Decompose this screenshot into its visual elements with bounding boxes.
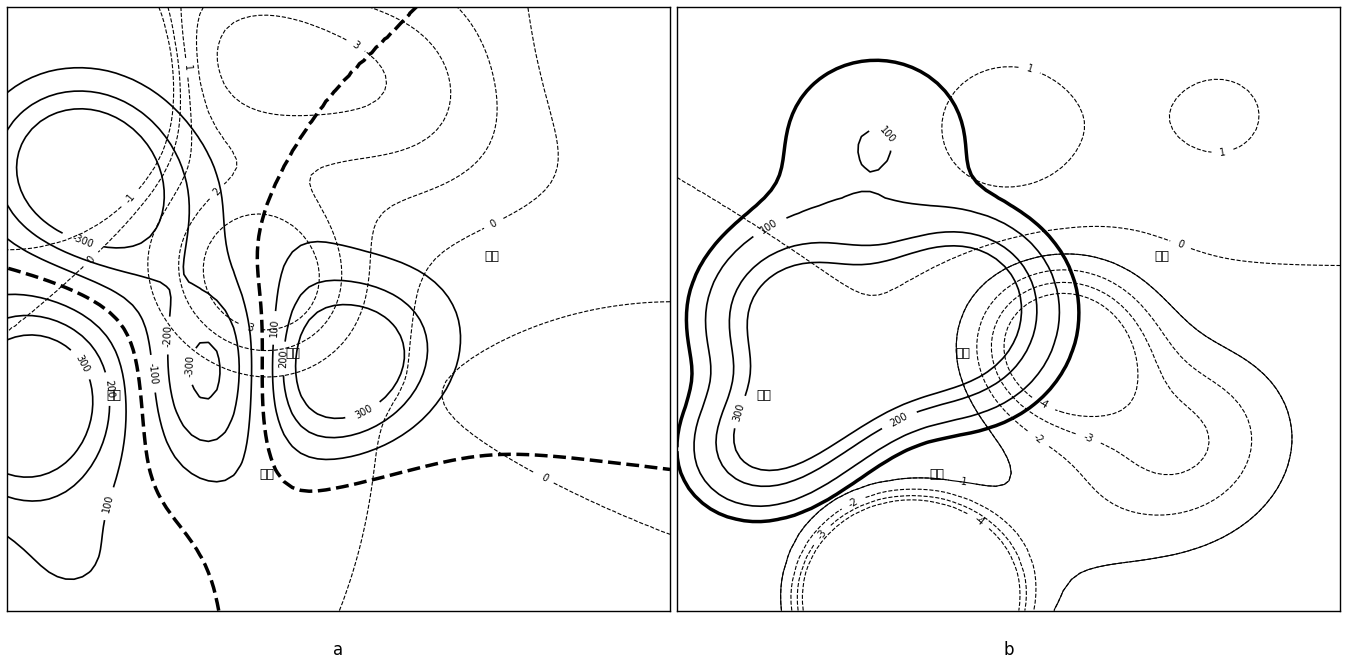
- Text: -300: -300: [185, 355, 195, 377]
- Text: -200: -200: [163, 325, 174, 347]
- Text: 沈阳: 沈阳: [1154, 251, 1169, 264]
- Text: 0: 0: [85, 254, 97, 265]
- Text: -100: -100: [147, 362, 159, 385]
- Text: 0: 0: [489, 217, 498, 229]
- Text: 0: 0: [1176, 239, 1185, 251]
- Text: 200: 200: [102, 379, 114, 399]
- Text: -1: -1: [956, 476, 968, 488]
- Text: 1: 1: [1025, 63, 1034, 75]
- Text: 100: 100: [101, 494, 116, 514]
- Text: 济南: 济南: [929, 468, 944, 481]
- Text: a: a: [334, 641, 343, 659]
- Text: -1: -1: [124, 191, 137, 205]
- Text: -4: -4: [973, 514, 986, 527]
- Text: 3: 3: [245, 322, 255, 334]
- Text: 300: 300: [353, 403, 374, 420]
- Text: 200: 200: [889, 410, 909, 428]
- Text: 100: 100: [877, 124, 897, 145]
- Text: 北京: 北京: [286, 347, 300, 360]
- Text: 0: 0: [539, 472, 550, 484]
- Text: 北京: 北京: [955, 347, 970, 360]
- Text: 1: 1: [1219, 147, 1227, 157]
- Text: 3: 3: [350, 39, 361, 51]
- Text: -2: -2: [846, 496, 859, 510]
- Text: -300: -300: [70, 233, 94, 251]
- Text: -3: -3: [815, 527, 828, 541]
- Text: -2: -2: [1030, 432, 1045, 446]
- Text: 1: 1: [182, 65, 193, 71]
- Text: 100: 100: [758, 217, 780, 236]
- Text: -4: -4: [1036, 397, 1049, 411]
- Text: -3: -3: [1082, 432, 1095, 445]
- Text: 太原: 太原: [106, 389, 121, 403]
- Text: 太原: 太原: [757, 389, 772, 403]
- Text: 100: 100: [268, 319, 280, 337]
- Text: 沈阳: 沈阳: [485, 251, 500, 264]
- Text: 200: 200: [277, 349, 288, 368]
- Text: 300: 300: [74, 353, 92, 374]
- Text: 济南: 济南: [259, 468, 273, 481]
- Text: b: b: [1004, 641, 1014, 659]
- Text: 2: 2: [211, 186, 222, 197]
- Text: 300: 300: [731, 402, 746, 422]
